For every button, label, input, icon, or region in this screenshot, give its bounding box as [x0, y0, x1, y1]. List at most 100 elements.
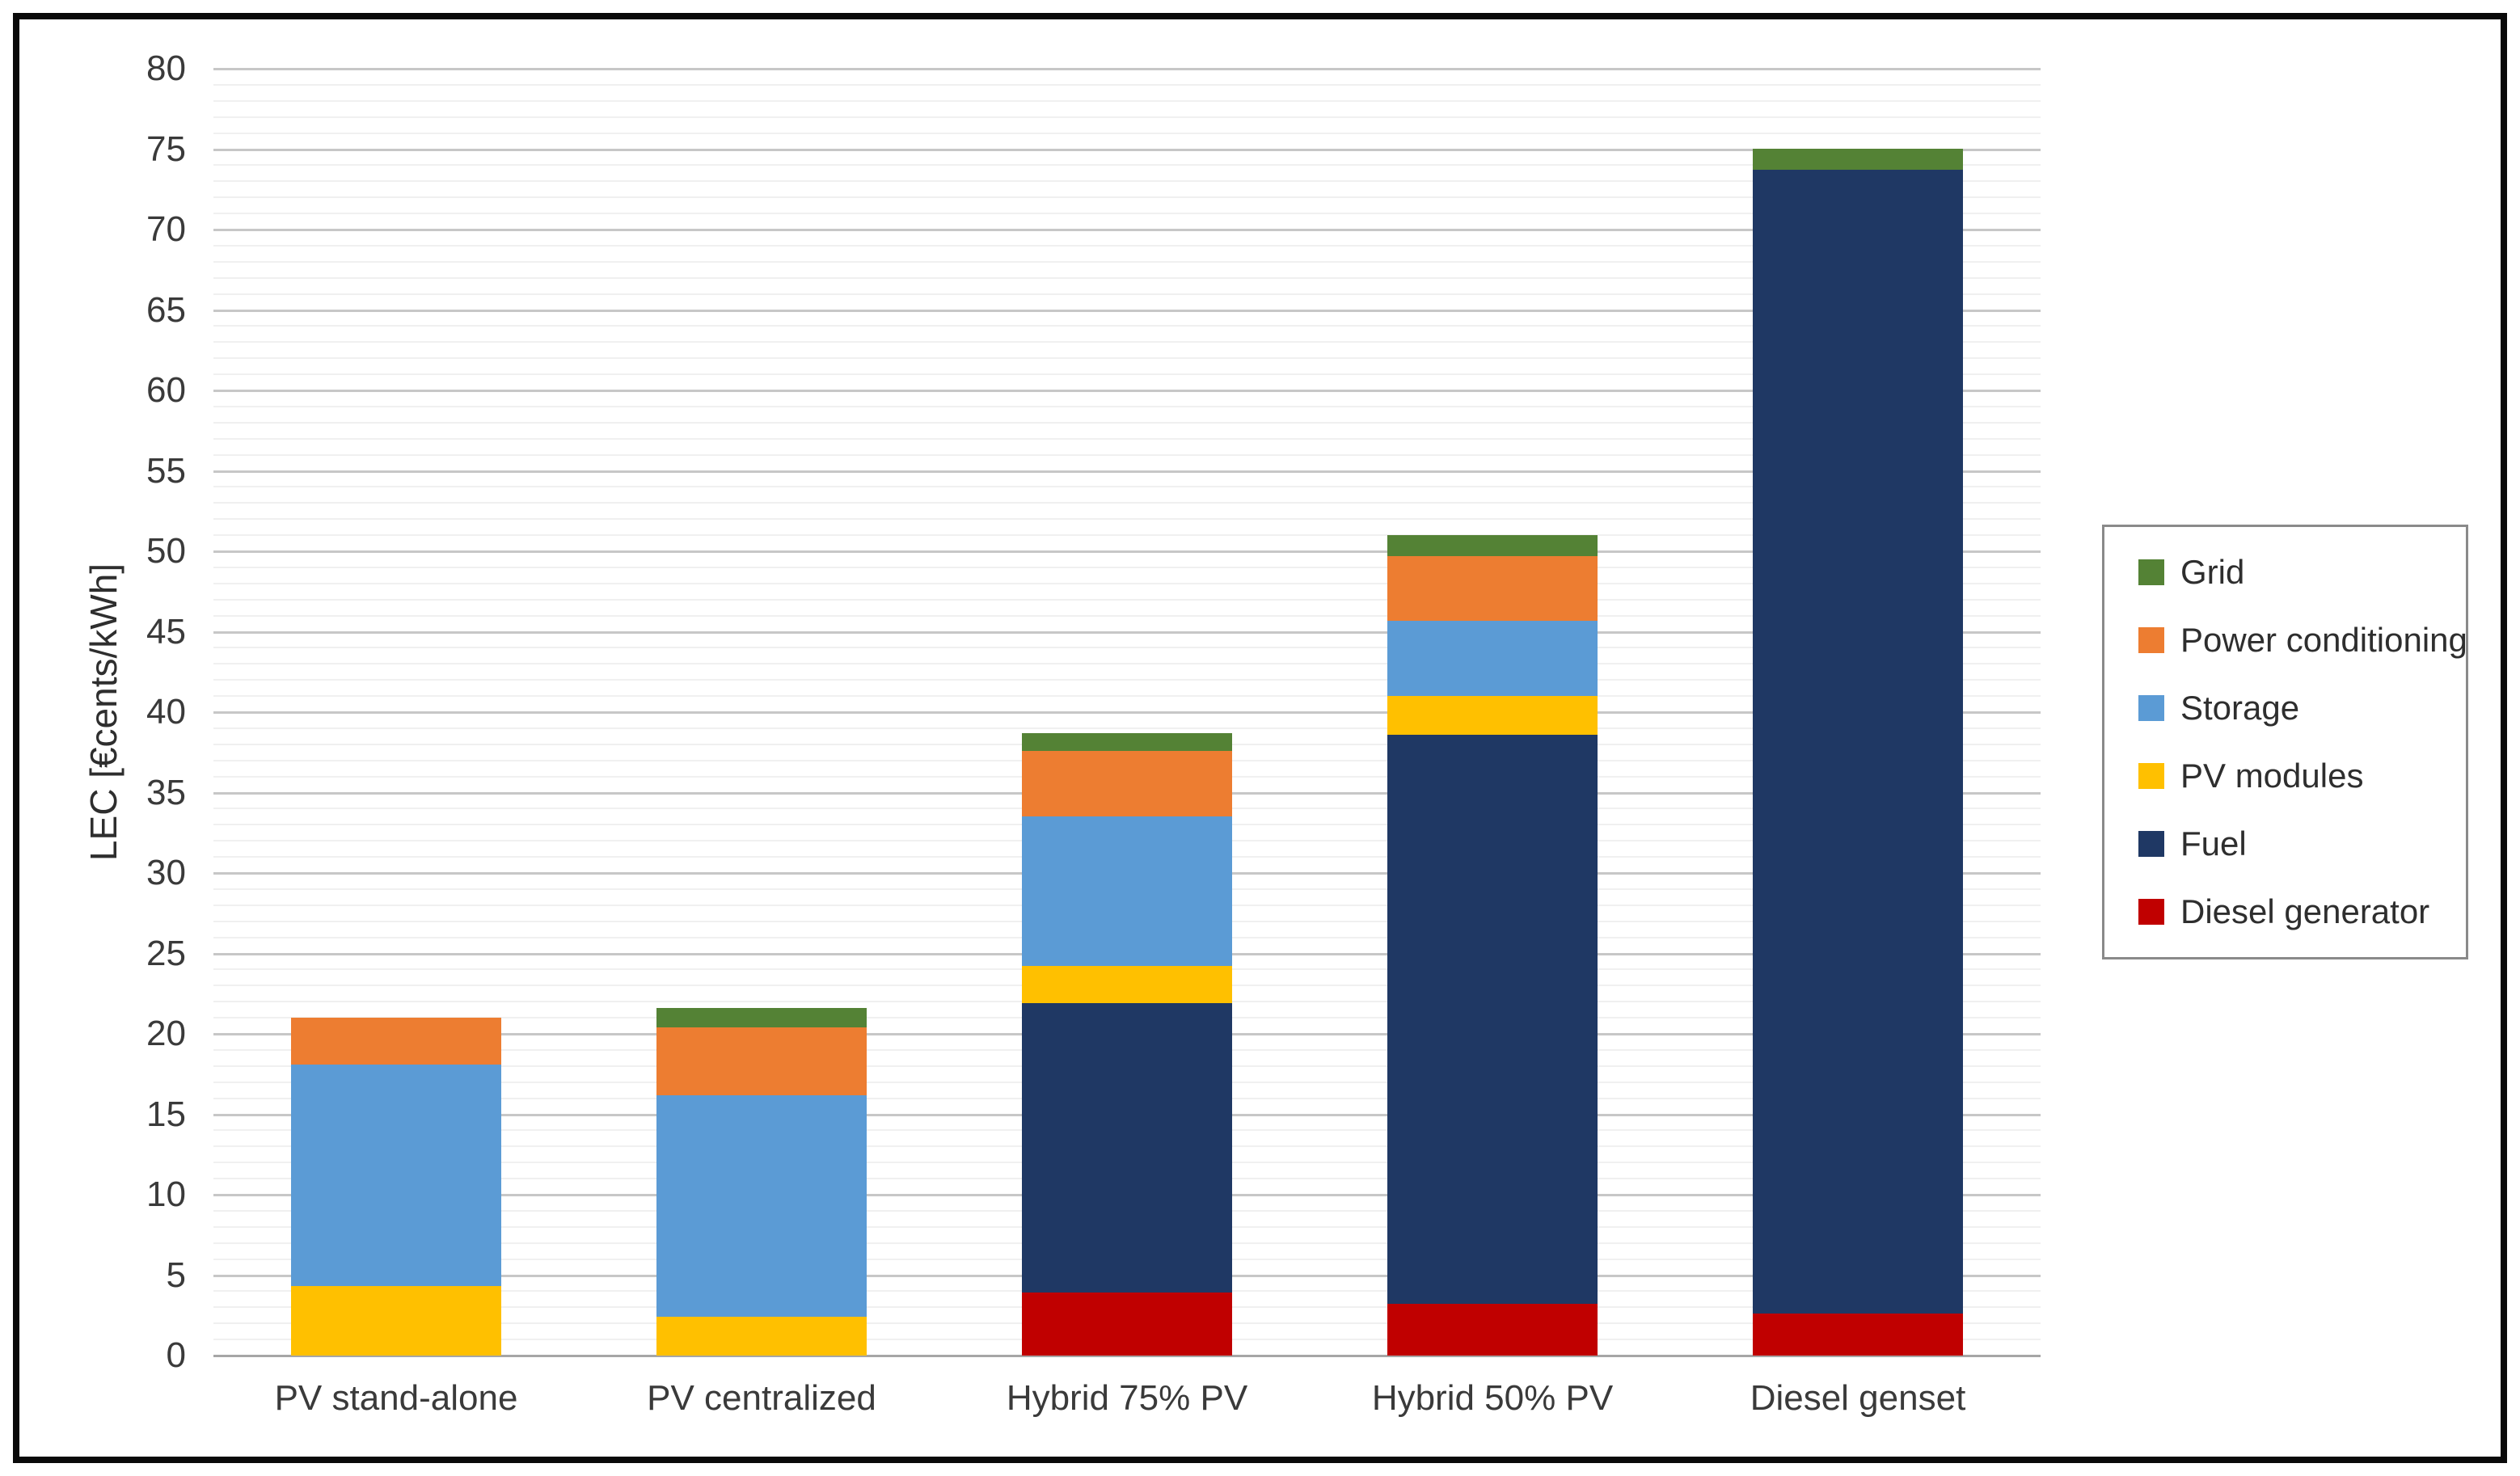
- minor-gridline: [213, 99, 2041, 102]
- bar-stack: [1753, 69, 1963, 1356]
- major-gridline: [213, 470, 2041, 473]
- bar-segment: [656, 1317, 867, 1356]
- minor-gridline: [213, 421, 2041, 424]
- legend-item: Diesel generator: [2138, 892, 2458, 931]
- bar-segment: [1387, 735, 1598, 1304]
- y-tick-label: 70: [146, 209, 186, 249]
- bar-segment: [1387, 696, 1598, 735]
- major-gridline: [213, 68, 2041, 70]
- bar-segment: [1022, 750, 1232, 816]
- minor-gridline: [213, 180, 2041, 183]
- bar-segment: [291, 1018, 501, 1065]
- minor-gridline: [213, 260, 2041, 263]
- y-tick-label: 45: [146, 611, 186, 652]
- bar-segment: [1022, 816, 1232, 966]
- bar-segment: [1387, 1304, 1598, 1356]
- bar-segment: [1753, 1314, 1963, 1356]
- y-tick-label: 65: [146, 289, 186, 330]
- y-tick-label: 55: [146, 450, 186, 491]
- bar-segment: [656, 1008, 867, 1027]
- minor-gridline: [213, 502, 2041, 504]
- minor-gridline: [213, 244, 2041, 247]
- bar-stack: [656, 69, 867, 1356]
- minor-gridline: [213, 132, 2041, 134]
- minor-gridline: [213, 695, 2041, 698]
- y-tick-label: 30: [146, 853, 186, 892]
- y-tick-label: 50: [146, 531, 186, 571]
- minor-gridline: [213, 164, 2041, 167]
- legend-label: PV modules: [2180, 757, 2364, 795]
- y-tick-label: 80: [146, 48, 186, 88]
- minor-gridline: [213, 663, 2041, 665]
- legend-item: Power conditioning: [2138, 621, 2467, 660]
- y-tick-label: 5: [166, 1255, 186, 1295]
- y-tick-label: 20: [146, 1014, 186, 1053]
- legend-item: Storage: [2138, 689, 2458, 727]
- minor-gridline: [213, 534, 2041, 537]
- y-tick-label: 10: [146, 1174, 186, 1214]
- minor-gridline: [213, 566, 2041, 568]
- y-tick-label: 25: [146, 933, 186, 973]
- legend-swatch-icon: [2138, 559, 2164, 585]
- major-gridline: [213, 630, 2041, 634]
- legend-swatch-icon: [2138, 899, 2164, 925]
- x-category-label: Hybrid 75% PV: [1006, 1378, 1248, 1418]
- minor-gridline: [213, 453, 2041, 456]
- y-tick-label: 75: [146, 129, 186, 169]
- legend-label: Diesel generator: [2180, 892, 2430, 930]
- minor-gridline: [213, 213, 2041, 215]
- legend-item: Grid: [2138, 553, 2458, 592]
- bar-segment: [1022, 1293, 1232, 1356]
- minor-gridline: [213, 325, 2041, 327]
- legend: Grid Power conditioning Storage PV modules F…: [2102, 525, 2468, 959]
- bar-stack: [1387, 69, 1598, 1356]
- x-category-label: PV stand-alone: [274, 1378, 518, 1418]
- y-tick-label: 40: [146, 692, 186, 732]
- minor-gridline: [213, 116, 2041, 118]
- x-axis-baseline: [213, 1355, 2041, 1357]
- minor-gridline: [213, 679, 2041, 681]
- legend-label: Power conditioning: [2180, 621, 2467, 659]
- minor-gridline: [213, 614, 2041, 617]
- legend-swatch-icon: [2138, 695, 2164, 721]
- bar-segment: [656, 1027, 867, 1095]
- bar-stack: [291, 69, 501, 1356]
- bar-segment: [656, 1094, 867, 1317]
- legend-item: Fuel: [2138, 824, 2458, 863]
- bar-segment: [1387, 556, 1598, 621]
- legend-swatch-icon: [2138, 831, 2164, 857]
- minor-gridline: [213, 405, 2041, 407]
- major-gridline: [213, 148, 2041, 151]
- bar-segment: [291, 1064, 501, 1286]
- minor-gridline: [213, 486, 2041, 488]
- minor-gridline: [213, 582, 2041, 584]
- major-gridline: [213, 711, 2041, 714]
- y-tick-label: 35: [146, 772, 186, 812]
- x-category-label: Hybrid 50% PV: [1371, 1378, 1614, 1418]
- y-tick-label: 0: [166, 1335, 186, 1375]
- minor-gridline: [213, 196, 2041, 199]
- bar-segment: [1387, 535, 1598, 556]
- minor-gridline: [213, 83, 2041, 86]
- minor-gridline: [213, 276, 2041, 279]
- legend-swatch-icon: [2138, 763, 2164, 789]
- minor-gridline: [213, 598, 2041, 601]
- legend-label: Fuel: [2180, 824, 2247, 862]
- x-category-label: PV centralized: [647, 1378, 876, 1418]
- bar-segment: [1753, 149, 1963, 170]
- bar-segment: [291, 1286, 501, 1356]
- legend-label: Storage: [2180, 689, 2300, 727]
- major-gridline: [213, 550, 2041, 553]
- bar-segment: [1022, 733, 1232, 751]
- plot-area: [213, 68, 2041, 1357]
- major-gridline: [213, 229, 2041, 231]
- x-category-label: Diesel genset: [1750, 1378, 1966, 1418]
- bar-segment: [1387, 620, 1598, 696]
- minor-gridline: [213, 727, 2041, 729]
- minor-gridline: [213, 437, 2041, 440]
- bar-segment: [1022, 1003, 1232, 1293]
- bar-segment: [1022, 966, 1232, 1003]
- y-tick-label: 15: [146, 1094, 186, 1134]
- legend-label: Grid: [2180, 553, 2245, 591]
